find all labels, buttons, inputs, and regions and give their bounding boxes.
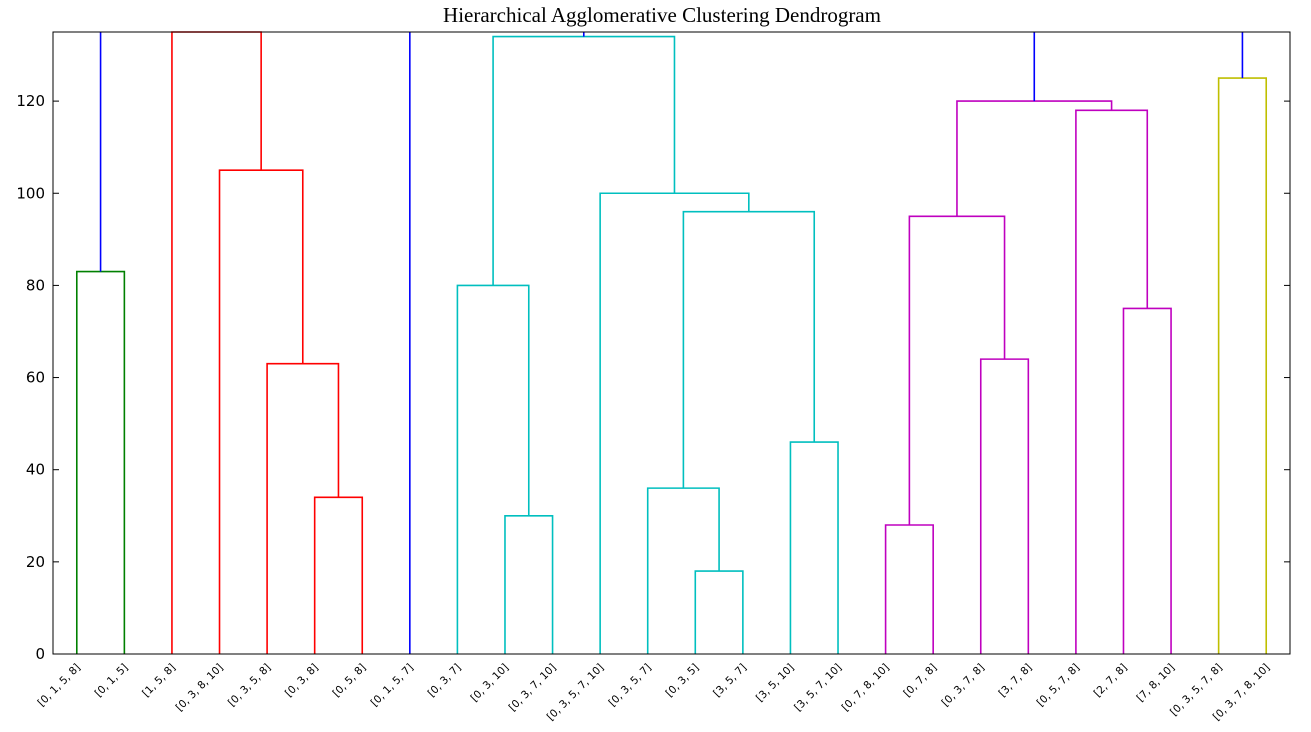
x-tick-label: [0, 7, 8, 10] [840, 662, 892, 714]
plot-frame [52, 31, 1291, 655]
x-tick-label: [0, 5, 7, 8] [1035, 662, 1082, 709]
merge-link-11 [599, 192, 750, 654]
x-tick-label: [7, 8, 10] [1135, 662, 1178, 705]
x-tick-label: [0, 7, 8] [901, 662, 939, 700]
y-tick-label: 80 [26, 276, 45, 294]
y-tick-label: 100 [16, 184, 45, 202]
merge-link-6 [456, 284, 530, 654]
x-tick-label: [0, 3, 7] [426, 662, 464, 700]
x-tick-label: [0, 3, 7, 10] [507, 662, 559, 714]
y-tick-label: 120 [16, 92, 45, 110]
merge-link-3 [218, 169, 304, 654]
x-tick-label: [0, 5, 8] [330, 662, 368, 700]
merge-link-0 [75, 270, 126, 654]
merge-link-10 [682, 210, 816, 489]
merge-link-13 [884, 524, 934, 654]
x-tick-label: [3, 5, 7] [711, 662, 749, 700]
y-tick-label: 20 [26, 553, 45, 571]
merge-link-1 [313, 496, 364, 654]
x-tick-label: [0, 3, 10] [468, 662, 511, 705]
x-tick-label: [2, 7, 8] [1092, 662, 1130, 700]
x-tick-label: [0, 3, 5] [664, 662, 702, 700]
x-tick-label: [0, 3, 5, 7] [606, 662, 653, 709]
y-tick-label: 0 [35, 645, 45, 663]
merge-link-9 [789, 441, 839, 654]
x-tick-label: [3, 5, 10] [754, 662, 797, 705]
merge-link-18 [956, 100, 1113, 217]
merge-link-19 [1217, 77, 1268, 654]
merge-link-15 [908, 215, 1006, 525]
y-tick-label: 60 [26, 369, 45, 387]
x-tick-label: [0, 3, 5, 8] [226, 662, 273, 709]
merge-link-12 [492, 35, 676, 286]
x-tick-label: [0, 1, 5, 7] [369, 662, 416, 709]
merge-link-4 [171, 31, 262, 654]
y-tick-label: 40 [26, 461, 45, 479]
chart-title: Hierarchical Agglomerative Clustering De… [443, 3, 881, 27]
x-axis: [0, 1, 5, 8] [0, 1, 5] [1, 5, 8][0, 3, 8, … [36, 662, 1273, 724]
dendrogram-links [75, 31, 1268, 654]
x-tick-label: [3, 5, 7, 10] [792, 662, 844, 714]
x-tick-label: [1, 5, 8] [140, 662, 178, 700]
merge-link-7 [694, 570, 744, 654]
merge-link-5 [504, 514, 554, 654]
x-tick-label: [0, 1, 5, 8] [36, 662, 83, 709]
x-tick-label: [0, 1, 5] [93, 662, 131, 700]
merge-link-17 [1075, 109, 1149, 654]
x-tick-label: [0, 3, 8] [283, 662, 321, 700]
merge-link-2 [266, 362, 340, 654]
merge-link-14 [979, 358, 1030, 654]
y-axis: 0 20 40 60 80 100 120 [16, 92, 1290, 663]
x-tick-label: [0, 3, 7, 8] [940, 662, 987, 709]
x-tick-label: [0, 3, 8, 10] [174, 662, 226, 714]
merge-link-16 [1122, 307, 1172, 654]
x-tick-label: [3, 7, 8] [997, 662, 1035, 700]
